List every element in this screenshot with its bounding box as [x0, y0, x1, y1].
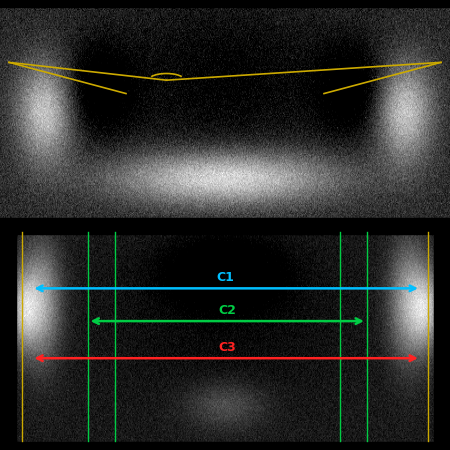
Text: C3: C3	[218, 341, 236, 354]
Text: C2: C2	[218, 304, 236, 317]
Text: C1: C1	[216, 271, 234, 284]
